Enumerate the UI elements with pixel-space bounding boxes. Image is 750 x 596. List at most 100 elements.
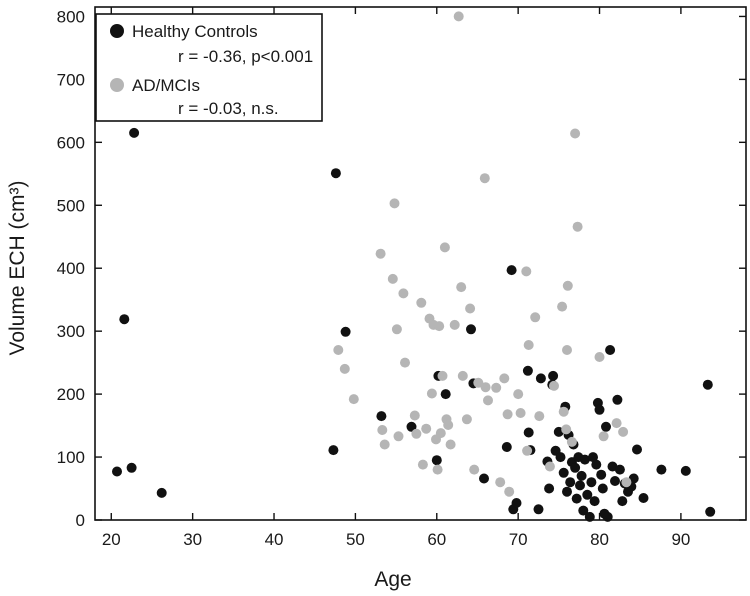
- data-point: [391, 324, 402, 335]
- data-point: [594, 352, 605, 362]
- data-point: [594, 404, 605, 415]
- data-point: [596, 469, 607, 480]
- data-point: [598, 431, 609, 442]
- data-point: [614, 464, 625, 475]
- data-point: [432, 464, 443, 475]
- data-point: [523, 340, 534, 350]
- x-tick-label: 70: [509, 530, 528, 549]
- x-tick-label: 30: [183, 530, 202, 549]
- data-point: [612, 394, 623, 405]
- data-point: [473, 377, 484, 388]
- data-point: [632, 444, 642, 455]
- data-point: [400, 357, 410, 368]
- data-point: [558, 467, 569, 478]
- data-point: [340, 326, 351, 337]
- data-point: [534, 411, 545, 422]
- plot-frame: [94, 6, 747, 521]
- data-point: [605, 345, 616, 355]
- data-point: [562, 345, 572, 355]
- data-point: [435, 428, 446, 439]
- data-point: [389, 198, 400, 209]
- data-point: [495, 477, 506, 488]
- data-point: [570, 462, 581, 473]
- data-point: [576, 470, 587, 481]
- data-point: [638, 493, 649, 503]
- data-point: [379, 439, 390, 450]
- data-point: [501, 442, 512, 452]
- data-point: [621, 477, 632, 488]
- data-point: [119, 314, 130, 325]
- x-tick-label: 20: [102, 530, 121, 549]
- data-point: [417, 459, 428, 470]
- data-point: [398, 288, 409, 299]
- data-point: [129, 127, 140, 138]
- data-point: [437, 370, 448, 381]
- data-point: [557, 301, 568, 312]
- data-point: [572, 221, 583, 232]
- data-point: [680, 465, 691, 476]
- data-point: [618, 426, 629, 437]
- y-tick-label: 400: [57, 259, 85, 278]
- data-point: [571, 493, 582, 504]
- axis-labels: Age Volume ECH (cm³): [6, 180, 412, 591]
- data-point: [549, 380, 559, 391]
- axes-layer: 20 30 40 50 60 70 80 90 0 100 200 300 400 500 600 700 80…: [57, 6, 747, 549]
- data-point: [333, 345, 344, 355]
- data-point: [465, 303, 476, 314]
- data-point: [440, 389, 451, 400]
- data-point: [443, 420, 454, 430]
- data-point: [445, 439, 456, 450]
- y-tick-label: 600: [57, 133, 85, 152]
- data-point: [575, 480, 585, 491]
- data-point: [126, 462, 137, 473]
- data-point: [601, 421, 611, 432]
- data-point: [511, 498, 522, 508]
- data-point: [566, 436, 577, 447]
- legend-series-stat: r = -0.36, p<0.001: [178, 47, 313, 66]
- data-point: [535, 373, 546, 384]
- data-point: [570, 128, 581, 139]
- data-point: [461, 414, 472, 425]
- data-point: [562, 280, 573, 291]
- data-point: [406, 421, 417, 432]
- data-point: [582, 489, 593, 500]
- data-point: [562, 486, 572, 497]
- data-point: [702, 379, 713, 390]
- data-point: [348, 394, 359, 405]
- data-point: [377, 425, 388, 435]
- data-point: [506, 265, 517, 276]
- y-tick-label: 800: [57, 7, 85, 26]
- data-point: [544, 483, 555, 494]
- data-point: [522, 445, 533, 456]
- data-point: [597, 483, 608, 494]
- y-tick-label: 200: [57, 385, 85, 404]
- x-axis-label: Age: [374, 568, 411, 591]
- data-point: [416, 297, 427, 308]
- x-tick-label: 60: [427, 530, 446, 549]
- legend-series-name: AD/MCIs: [132, 76, 200, 95]
- legend-box: [95, 13, 323, 122]
- data-point: [502, 409, 513, 420]
- data-point: [533, 504, 544, 515]
- data-point: [558, 406, 569, 417]
- data-point: [431, 455, 442, 466]
- data-point: [456, 282, 467, 293]
- y-tick-label: 700: [57, 70, 85, 89]
- data-point: [578, 505, 589, 516]
- y-tick-label: 0: [76, 511, 85, 530]
- data-point: [586, 477, 597, 488]
- data-point: [610, 476, 620, 486]
- data-point: [499, 373, 510, 384]
- data-point: [483, 395, 493, 406]
- data-point: [544, 461, 555, 472]
- data-point: [479, 173, 490, 184]
- data-point: [591, 459, 602, 470]
- legend-series-stat: r = -0.03, n.s.: [178, 99, 279, 118]
- series-ad-mcis: [333, 11, 632, 497]
- data-point: [565, 477, 576, 488]
- data-point: [521, 266, 532, 277]
- x-tick-label: 40: [265, 530, 284, 549]
- data-point: [522, 365, 533, 376]
- data-point: [656, 464, 667, 475]
